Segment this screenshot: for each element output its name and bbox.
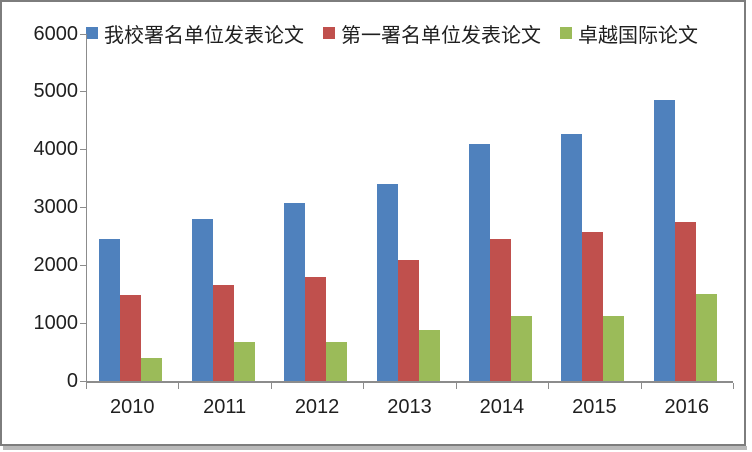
y-tick-mark	[80, 323, 86, 325]
x-category-label: 2014	[479, 396, 525, 418]
bar-2010-series0[interactable]	[99, 239, 121, 381]
legend-swatch-blue-icon	[86, 27, 98, 39]
x-tick-mark	[733, 383, 734, 389]
bar-2011-series0[interactable]	[191, 218, 213, 381]
legend-swatch-green-icon	[560, 27, 572, 39]
bar-2011-series2[interactable]	[233, 342, 255, 381]
bar-2010-series1[interactable]	[120, 295, 142, 381]
y-tick-label: 6000	[33, 22, 79, 45]
x-tick-mark	[270, 383, 272, 389]
legend-item-total-papers[interactable]: 我校署名单位发表论文	[86, 19, 304, 48]
y-tick-label: 3000	[33, 196, 79, 219]
legend-item-first-author-papers[interactable]: 第一署名单位发表论文	[323, 19, 541, 48]
bar-2011-series1[interactable]	[212, 285, 234, 381]
y-tick-label: 5000	[33, 80, 79, 103]
bar-2016-series1[interactable]	[674, 221, 696, 381]
x-category-label: 2010	[109, 396, 155, 418]
y-tick-mark	[80, 91, 86, 93]
x-category-label: 2015	[572, 396, 617, 418]
bar-2013-series0[interactable]	[376, 184, 398, 381]
y-tick-mark	[80, 381, 86, 382]
y-tick-label: 0	[66, 370, 78, 392]
x-category-label: 2012	[294, 396, 340, 418]
x-tick-mark	[640, 383, 642, 389]
bar-2015-series1[interactable]	[582, 232, 604, 381]
x-tick-mark	[86, 383, 87, 389]
bar-2013-series1[interactable]	[397, 259, 419, 381]
x-tick-mark	[363, 383, 365, 389]
y-tick-label: 4000	[33, 138, 79, 161]
frame-shadow	[3, 446, 747, 450]
y-tick-mark	[80, 265, 86, 267]
legend-item-excellent-intl-papers[interactable]: 卓越国际论文	[560, 19, 698, 48]
x-category-label: 2016	[664, 396, 710, 418]
bar-2014-series2[interactable]	[511, 315, 532, 381]
x-category-label: 2013	[387, 396, 432, 418]
x-tick-mark	[178, 383, 180, 389]
legend-label: 卓越国际论文	[578, 24, 698, 47]
y-tick-mark	[80, 33, 86, 35]
x-axis-line	[86, 381, 733, 383]
x-tick-mark	[455, 383, 457, 389]
bar-2010-series2[interactable]	[141, 357, 163, 381]
bar-2015-series2[interactable]	[603, 315, 625, 381]
bar-2012-series2[interactable]	[326, 341, 348, 381]
bar-2012-series0[interactable]	[284, 203, 306, 381]
bar-2012-series1[interactable]	[305, 276, 327, 381]
legend-label: 第一署名单位发表论文	[341, 24, 541, 47]
bar-2016-series2[interactable]	[695, 294, 717, 381]
y-tick-label: 1000	[33, 312, 79, 335]
legend-swatch-red-icon	[323, 27, 335, 39]
x-tick-mark	[548, 383, 550, 389]
bar-2015-series0[interactable]	[561, 133, 583, 381]
bar-2016-series0[interactable]	[653, 100, 675, 381]
legend-label: 我校署名单位发表论文	[104, 24, 304, 47]
y-axis-line	[86, 33, 87, 383]
y-tick-label: 2000	[33, 254, 79, 277]
y-tick-mark	[80, 149, 86, 151]
y-tick-mark	[80, 207, 86, 209]
bar-2013-series2[interactable]	[418, 330, 440, 381]
legend: 我校署名单位发表论文 第一署名单位发表论文 卓越国际论文	[86, 19, 698, 48]
x-category-label: 2011	[203, 396, 247, 418]
bar-2014-series1[interactable]	[490, 239, 511, 381]
bar-2014-series0[interactable]	[469, 144, 490, 381]
